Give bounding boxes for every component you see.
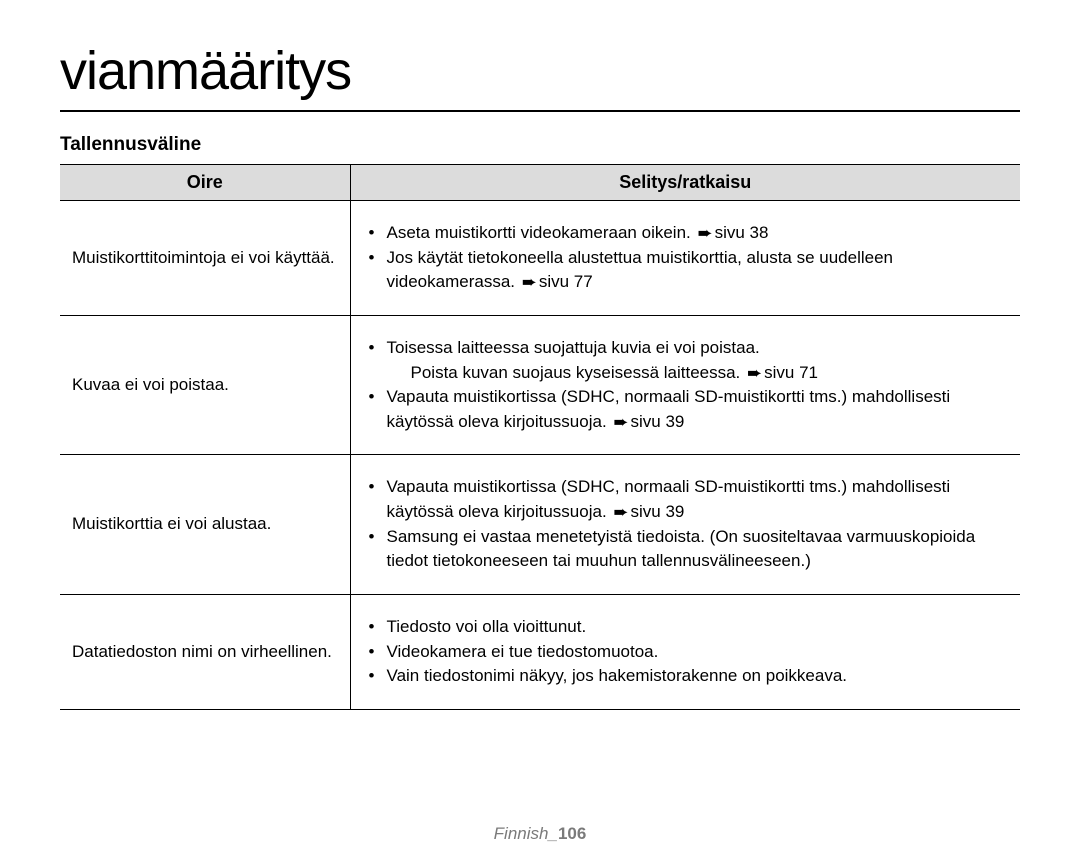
footer-separator: _ [548,824,557,843]
arrow-icon: ➨ [611,413,630,431]
symptom-cell: Muistikorttia ei voi alustaa. [60,455,350,595]
solution-cell: •Vapauta muistikortissa (SDHC, normaali … [350,455,1020,595]
list-item: • Aseta muistikortti videokameraan oikein… [363,221,1009,246]
solution-cell: • Aseta muistikortti videokameraan oikein… [350,201,1020,316]
symptom-cell: Datatiedoston nimi on virheellinen. [60,595,350,710]
bullet-icon: • [369,525,375,550]
symptom-cell: Kuvaa ei voi poistaa. [60,315,350,455]
solution-list: • Aseta muistikortti videokameraan oikein… [363,221,1009,295]
page-ref: sivu 71 [764,363,818,382]
solution-list: • Toisessa laitteessa suojattuja kuvia ei… [363,336,1009,435]
list-item: • Toisessa laitteessa suojattuja kuvia ei… [363,336,1009,385]
arrow-icon: ➨ [695,224,714,242]
solution-text: Aseta muistikortti videokameraan oikein. [387,223,696,242]
symptom-cell: Muistikorttitoimintoja ei voi käyttää. [60,201,350,316]
solution-list: • Tiedosto voi olla vioittunut. • Videokame… [363,615,1009,689]
bullet-icon: • [369,336,375,361]
page-footer: Finnish_106 [0,824,1080,844]
table-body: Muistikorttitoimintoja ei voi käyttää. • A… [60,201,1020,710]
page-ref: sivu 77 [539,272,593,291]
bullet-icon: • [369,246,375,271]
solution-cell: • Toisessa laitteessa suojattuja kuvia ei… [350,315,1020,455]
list-item: • Jos käytät tietokoneella alustettua mui… [363,246,1009,295]
table-row: Muistikorttia ei voi alustaa. •Vapauta mu… [60,455,1020,595]
page-ref: sivu 38 [715,223,769,242]
solution-text: Vain tiedostonimi näkyy, jos hakemistora… [387,666,848,685]
solution-text: Jos käytät tietokoneella alustettua muis… [387,248,894,292]
table-header-left: Oire [60,165,350,201]
solution-text: Samsung ei vastaa menetetyistä tiedoista… [387,527,976,571]
table-row: Muistikorttitoimintoja ei voi käyttää. • A… [60,201,1020,316]
footer-language: Finnish [494,824,549,843]
arrow-icon: ➨ [520,273,539,291]
table-row: Datatiedoston nimi on virheellinen. • Tied… [60,595,1020,710]
bullet-icon: • [369,475,375,500]
list-item: • Samsung ei vastaa menetetyistä tiedoist… [363,525,1009,574]
list-item: • Vain tiedostonimi näkyy, jos hakemistor… [363,664,1009,689]
solution-text: Toisessa laitteessa suojattuja kuvia ei … [387,338,760,357]
list-item: •Vapauta muistikortissa (SDHC, normaali … [363,385,1009,434]
list-item: • Videokamera ei tue tiedostomuotoa. [363,640,1009,665]
bullet-icon: • [369,640,375,665]
footer-pagenum: 106 [558,824,586,843]
bullet-icon: • [369,664,375,689]
page-title: vianmääritys [60,40,1020,112]
page-ref: sivu 39 [630,412,684,431]
solution-continued: Poista kuvan suojaus kyseisessä laittees… [387,361,1009,386]
section-title: Tallennusväline [60,134,1020,156]
arrow-icon: ➨ [611,503,630,521]
solution-text: Videokamera ei tue tiedostomuotoa. [387,642,659,661]
solution-text: Tiedosto voi olla vioittunut. [387,617,587,636]
list-item: •Vapauta muistikortissa (SDHC, normaali … [363,475,1009,524]
bullet-icon: • [369,385,375,410]
table-header-right: Selitys/ratkaisu [350,165,1020,201]
arrow-icon: ➨ [745,364,764,382]
list-item: • Tiedosto voi olla vioittunut. [363,615,1009,640]
table-row: Kuvaa ei voi poistaa. • Toisessa laitteess… [60,315,1020,455]
bullet-icon: • [369,615,375,640]
troubleshooting-table: Oire Selitys/ratkaisu Muistikorttitoimin… [60,164,1020,710]
solution-list: •Vapauta muistikortissa (SDHC, normaali … [363,475,1009,574]
bullet-icon: • [369,221,375,246]
solution-cell: • Tiedosto voi olla vioittunut. • Videokame… [350,595,1020,710]
page-ref: sivu 39 [630,502,684,521]
